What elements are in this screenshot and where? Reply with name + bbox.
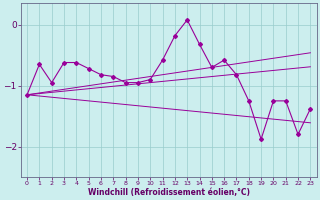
X-axis label: Windchill (Refroidissement éolien,°C): Windchill (Refroidissement éolien,°C)	[88, 188, 250, 197]
